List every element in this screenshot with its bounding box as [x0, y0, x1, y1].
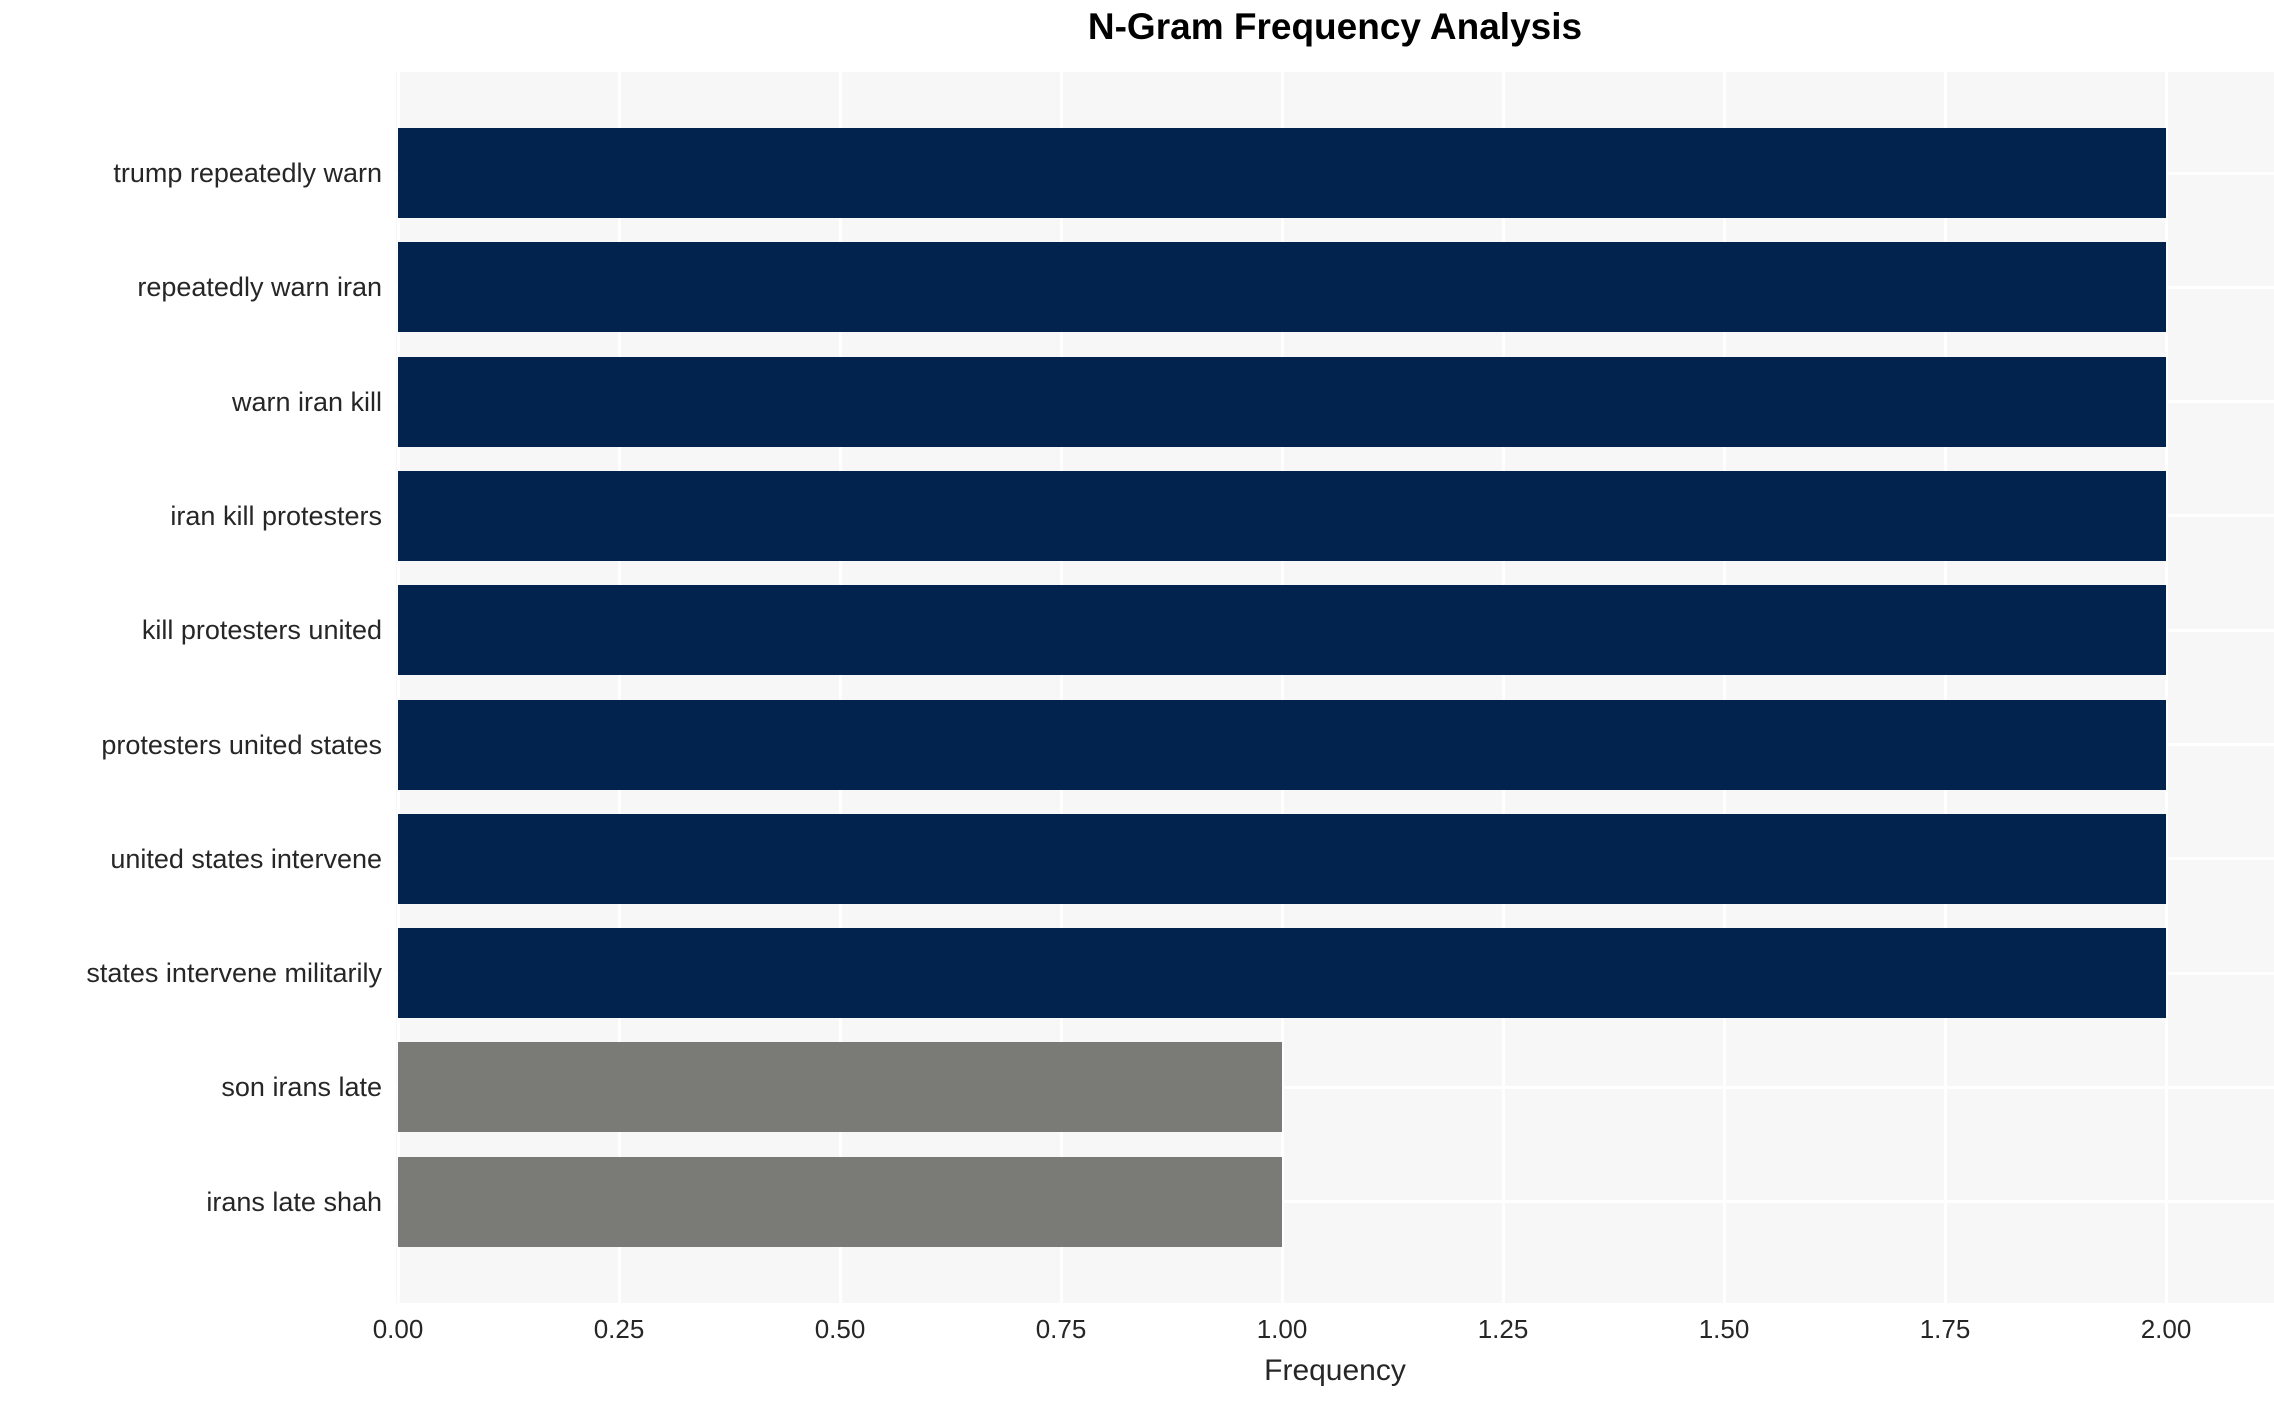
- v-gridline: [1722, 72, 1726, 1303]
- bar: [398, 699, 2166, 790]
- x-tick-label: 0.50: [814, 1314, 866, 1344]
- y-tick-label: repeatedly warn iran: [137, 272, 382, 303]
- v-gridline: [1059, 72, 1063, 1303]
- v-gridline: [1943, 72, 1947, 1303]
- v-gridline: [838, 72, 842, 1303]
- bar: [398, 470, 2166, 561]
- x-axis-title: Frequency: [1264, 1354, 1406, 1387]
- h-gridline: [396, 1085, 2274, 1089]
- h-gridline: [396, 1200, 2274, 1204]
- bar: [398, 128, 2166, 218]
- y-tick-label: kill protesters united: [141, 615, 382, 646]
- x-tick-label: 1.25: [1477, 1314, 1529, 1344]
- bar: [398, 356, 2166, 447]
- y-tick-label: warn iran kill: [231, 386, 382, 417]
- bar: [398, 813, 2166, 904]
- y-tick-label: iran kill protesters: [170, 500, 382, 531]
- chart-title: N-Gram Frequency Analysis: [1087, 6, 1583, 47]
- x-tick-label: 0.75: [1035, 1314, 1087, 1344]
- x-tick-label: 1.75: [1919, 1314, 1971, 1344]
- bar: [398, 585, 2166, 676]
- v-gridline: [1280, 72, 1284, 1303]
- plot-area: [396, 72, 2274, 1303]
- x-tick-label: 2.00: [2140, 1314, 2192, 1344]
- bar: [398, 1042, 1282, 1133]
- x-tick-label: 0.00: [372, 1314, 424, 1344]
- v-gridline: [396, 72, 400, 1303]
- x-tick-label: 1.00: [1256, 1314, 1308, 1344]
- y-tick-label: son irans late: [221, 1072, 382, 1103]
- y-tick-label: states intervene militarily: [86, 958, 382, 989]
- y-tick-label: protesters united states: [101, 729, 382, 760]
- y-tick-label: irans late shah: [206, 1186, 382, 1217]
- bar: [398, 1156, 1282, 1247]
- bar: [398, 242, 2166, 333]
- bar: [398, 928, 2166, 1019]
- v-gridline: [617, 72, 621, 1303]
- v-gridline: [2164, 72, 2168, 1303]
- x-tick-label: 1.50: [1698, 1314, 1750, 1344]
- y-tick-label: trump repeatedly warn: [113, 158, 382, 188]
- x-tick-label: 0.25: [593, 1314, 645, 1344]
- v-gridline: [1501, 72, 1505, 1303]
- y-tick-label: united states intervene: [110, 843, 382, 874]
